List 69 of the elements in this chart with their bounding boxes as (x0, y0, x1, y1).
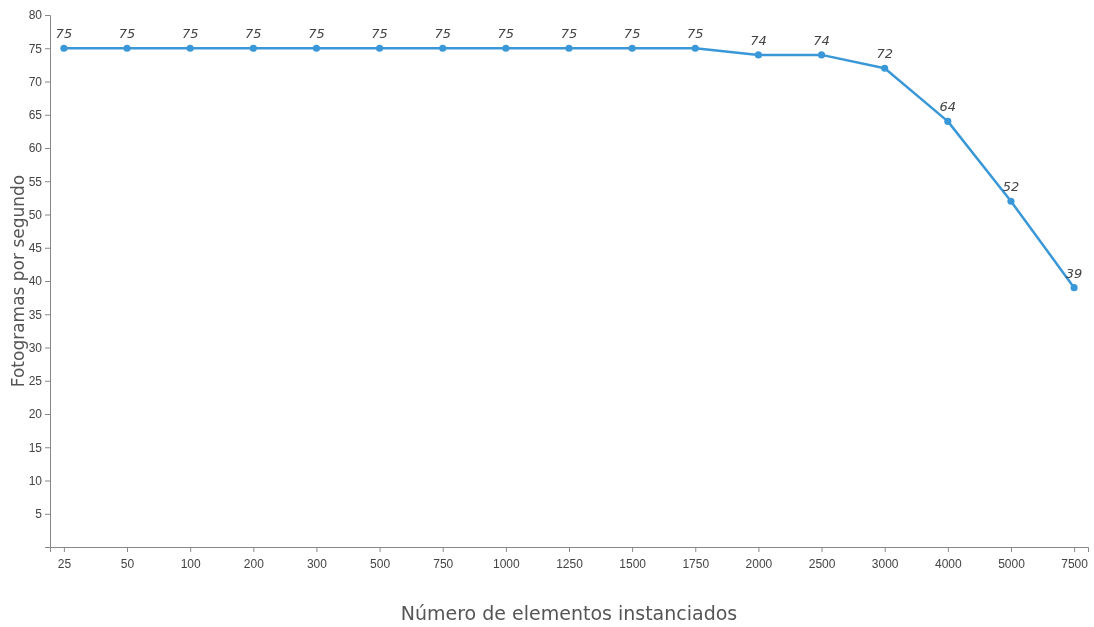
data-label: 74 (750, 32, 767, 48)
point (881, 64, 889, 72)
point (376, 44, 384, 52)
point (312, 44, 321, 52)
x-tick-label: 1000 (493, 557, 521, 572)
point (691, 44, 699, 52)
y-tick-label: 75 (28, 41, 43, 56)
data-label: 75 (687, 26, 704, 42)
x-tick-label: 4000 (934, 557, 962, 572)
x-axis-title: Número de elementos instanciados (400, 602, 738, 624)
point (186, 44, 194, 52)
point (628, 44, 636, 52)
point (1007, 197, 1015, 205)
y-tick-label: 45 (28, 241, 43, 256)
y-tick-label: 80 (28, 8, 43, 23)
x-tick-label: 200 (243, 557, 265, 572)
data-label: 75 (434, 26, 451, 42)
data-label: 75 (181, 26, 199, 42)
x-tick-label: 7500 (1061, 557, 1089, 572)
y-tick-label: 70 (28, 74, 43, 89)
point (817, 51, 826, 59)
x-tick-label: 50 (120, 557, 135, 572)
y-tick-label: 5 (35, 507, 43, 522)
x-tick-label: 3000 (871, 557, 899, 572)
x-tick-label: 5000 (998, 557, 1026, 572)
x-tick-label: 1500 (619, 557, 647, 572)
point (502, 44, 510, 52)
y-tick-label: 40 (28, 274, 43, 289)
point (123, 44, 131, 52)
y-tick-label: 65 (28, 108, 43, 123)
data-label: 64 (939, 99, 957, 115)
data-label: 75 (560, 26, 578, 42)
x-tick-label: 300 (306, 557, 328, 572)
x-tick-label: 2500 (808, 557, 836, 572)
point (565, 44, 573, 52)
y-tick-label: 15 (28, 440, 43, 455)
data-label: 74 (813, 32, 830, 48)
x-tick-label: 25 (57, 557, 72, 572)
data-label: 75 (623, 26, 641, 42)
y-tick-label: 55 (28, 174, 43, 189)
x-tick-label: 750 (433, 557, 454, 572)
point (1070, 284, 1078, 292)
y-tick-label: 25 (28, 374, 43, 389)
point (249, 44, 257, 52)
point (944, 117, 952, 125)
data-label: 75 (497, 26, 515, 42)
data-label: 72 (876, 46, 893, 62)
x-tick-label: 500 (370, 557, 391, 572)
data-label: 75 (308, 26, 325, 42)
x-tick-label: 1750 (682, 557, 710, 572)
y-tick-label: 50 (28, 207, 43, 222)
y-tick-label: 30 (28, 340, 43, 355)
point (60, 44, 68, 52)
y-tick-label: 60 (28, 141, 43, 156)
data-label: 39 (1065, 265, 1083, 281)
y-tick-label: 20 (28, 407, 43, 422)
y-tick-label: 35 (28, 307, 43, 322)
point (439, 44, 447, 52)
data-label: 75 (55, 26, 73, 42)
point (754, 51, 762, 59)
x-tick-label: 2000 (745, 557, 773, 572)
data-label: 52 (1002, 179, 1020, 195)
y-tick-label: 10 (28, 473, 43, 488)
x-tick-label: 1250 (556, 557, 584, 572)
data-label: 75 (118, 26, 136, 42)
y-axis-title: Fotogramas por segundo (8, 174, 28, 388)
x-tick-label: 100 (180, 557, 201, 572)
data-label: 75 (245, 26, 262, 42)
data-label: 75 (371, 26, 388, 42)
